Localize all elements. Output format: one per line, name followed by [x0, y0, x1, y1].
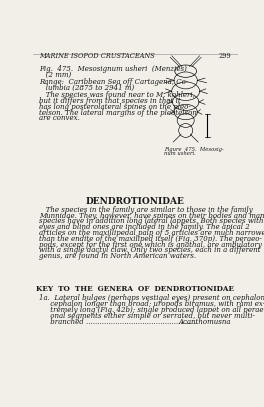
Text: 299: 299 [219, 52, 232, 60]
Text: telson. The lateral margins of the pleotelson: telson. The lateral margins of the pleot… [39, 109, 197, 116]
Text: with a single dactyl claw. Only two species, each in a different: with a single dactyl claw. Only two spec… [39, 246, 261, 254]
Text: The species in the family are similar to those in the family: The species in the family are similar to… [39, 206, 253, 214]
Text: genus, are found in North American waters.: genus, are found in North American water… [39, 252, 196, 260]
Text: cephalon longer than broad; uropods biramus, with rami ex-: cephalon longer than broad; uropods bira… [39, 300, 264, 308]
Text: The species was found near to M. kohleri,: The species was found near to M. kohleri… [39, 91, 195, 99]
Text: than the endite of the maxiliped itself (Fig. 370p). The peraeo-: than the endite of the maxiliped itself … [39, 235, 262, 243]
Text: num usheri.: num usheri. [164, 151, 196, 156]
Text: has long posterolateral spines on the pleo-: has long posterolateral spines on the pl… [39, 103, 191, 111]
Text: 1a.  Lateral bulges (perhaps vestigal eyes) present on cephalon;: 1a. Lateral bulges (perhaps vestigal eye… [39, 295, 264, 302]
Text: Range:  Caribbean Sea off Cartagena, Co-: Range: Caribbean Sea off Cartagena, Co- [39, 78, 188, 86]
Text: articles on the maxillipedal palp of 5 articles are much narrower: articles on the maxillipedal palp of 5 a… [39, 229, 264, 237]
Text: lumbia (2875 to 2941 m): lumbia (2875 to 2941 m) [39, 84, 134, 92]
Text: (2 mm): (2 mm) [39, 71, 72, 79]
Text: Munnidae. They, however, have spines on their bodies and many: Munnidae. They, however, have spines on … [39, 212, 264, 220]
Text: DENDROTIONIDAE: DENDROTIONIDAE [86, 197, 185, 206]
Text: onal segments either simple or serrated, but never multi-: onal segments either simple or serrated,… [39, 312, 255, 320]
Text: MARINE ISOPOD CRUSTACEANS: MARINE ISOPOD CRUSTACEANS [39, 52, 155, 60]
Text: but it differs from that species in that it: but it differs from that species in that… [39, 97, 181, 105]
Text: Figure  475.  Mesosig-: Figure 475. Mesosig- [164, 147, 224, 152]
Text: tremely long (Fig. 42b); single produced lappet on all perae-: tremely long (Fig. 42b); single produced… [39, 306, 264, 314]
Text: species have in addition long lateral lappets. Both species with: species have in addition long lateral la… [39, 217, 264, 225]
Text: KEY  TO  THE  GENERA  OF  DENDROTIONIDAE: KEY TO THE GENERA OF DENDROTIONIDAE [36, 285, 234, 293]
Text: pods, except for the first one which is gnathal, are ambulatory and: pods, except for the first one which is … [39, 241, 264, 249]
Text: Acanthomusna: Acanthomusna [179, 317, 232, 326]
Text: eyes and blind ones are included in the family. The apical 2: eyes and blind ones are included in the … [39, 223, 250, 231]
Text: branched .................................................: branched ...............................… [39, 317, 196, 326]
Text: Fig.  475.  Mesosignum usheri  (Menzies): Fig. 475. Mesosignum usheri (Menzies) [39, 65, 187, 73]
Text: are convex.: are convex. [39, 114, 80, 122]
